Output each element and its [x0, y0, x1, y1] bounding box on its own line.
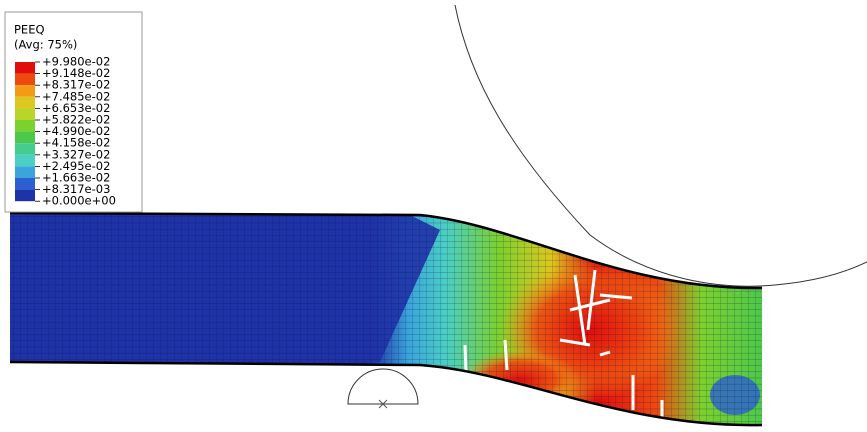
legend-swatch [15, 190, 35, 202]
legend: PEEQ (Avg: 75%) +9.980e-02+9.148e-02+8.3… [5, 12, 142, 212]
legend-swatch [15, 97, 35, 109]
legend-swatch [15, 132, 35, 144]
legend-swatch [15, 120, 35, 132]
beam-mesh [10, 200, 762, 432]
page: PEEQ (Avg: 75%) +9.980e-02+9.148e-02+8.3… [0, 0, 867, 432]
legend-title: PEEQ [14, 23, 45, 37]
legend-label: +0.000e+00 [42, 194, 116, 208]
legend-swatch [15, 108, 35, 120]
legend-swatch [15, 85, 35, 97]
support-outline [348, 369, 418, 404]
legend-swatch [15, 143, 35, 155]
legend-swatch [15, 178, 35, 190]
legend-swatch [15, 62, 35, 74]
legend-swatch [15, 166, 35, 178]
legend-swatch [15, 74, 35, 86]
legend-swatch [15, 155, 35, 167]
contour-plot: PEEQ (Avg: 75%) +9.980e-02+9.148e-02+8.3… [0, 0, 867, 432]
legend-subtitle: (Avg: 75%) [14, 38, 77, 52]
